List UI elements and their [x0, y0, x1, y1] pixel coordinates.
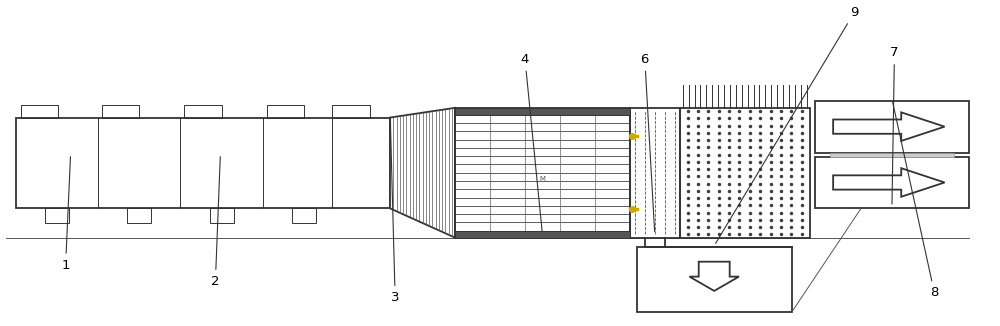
Bar [184, 105, 222, 118]
FancyArrow shape [833, 112, 945, 141]
Bar [102, 105, 139, 118]
Bar [815, 156, 969, 208]
Bar [830, 153, 954, 156]
Bar [267, 105, 304, 118]
Bar [815, 101, 969, 153]
Bar [455, 230, 630, 238]
Bar [16, 118, 390, 208]
Bar [332, 105, 370, 118]
FancyArrow shape [833, 168, 945, 197]
Bar [292, 208, 316, 223]
Text: 1: 1 [61, 157, 70, 272]
Bar [455, 108, 630, 238]
Text: 2: 2 [211, 157, 220, 288]
Text: 6: 6 [641, 52, 655, 232]
Bar [637, 247, 792, 312]
Text: 9: 9 [716, 6, 859, 244]
Bar [630, 108, 680, 238]
Bar [45, 208, 69, 223]
Bar [210, 208, 234, 223]
Bar [680, 108, 810, 238]
Text: 8: 8 [893, 102, 939, 299]
Text: 4: 4 [521, 52, 542, 232]
FancyArrow shape [689, 262, 739, 291]
Bar [127, 208, 151, 223]
Text: 3: 3 [390, 117, 399, 304]
Bar [21, 105, 58, 118]
Bar [455, 108, 630, 115]
Text: M: M [539, 176, 545, 182]
Text: 7: 7 [890, 46, 899, 204]
